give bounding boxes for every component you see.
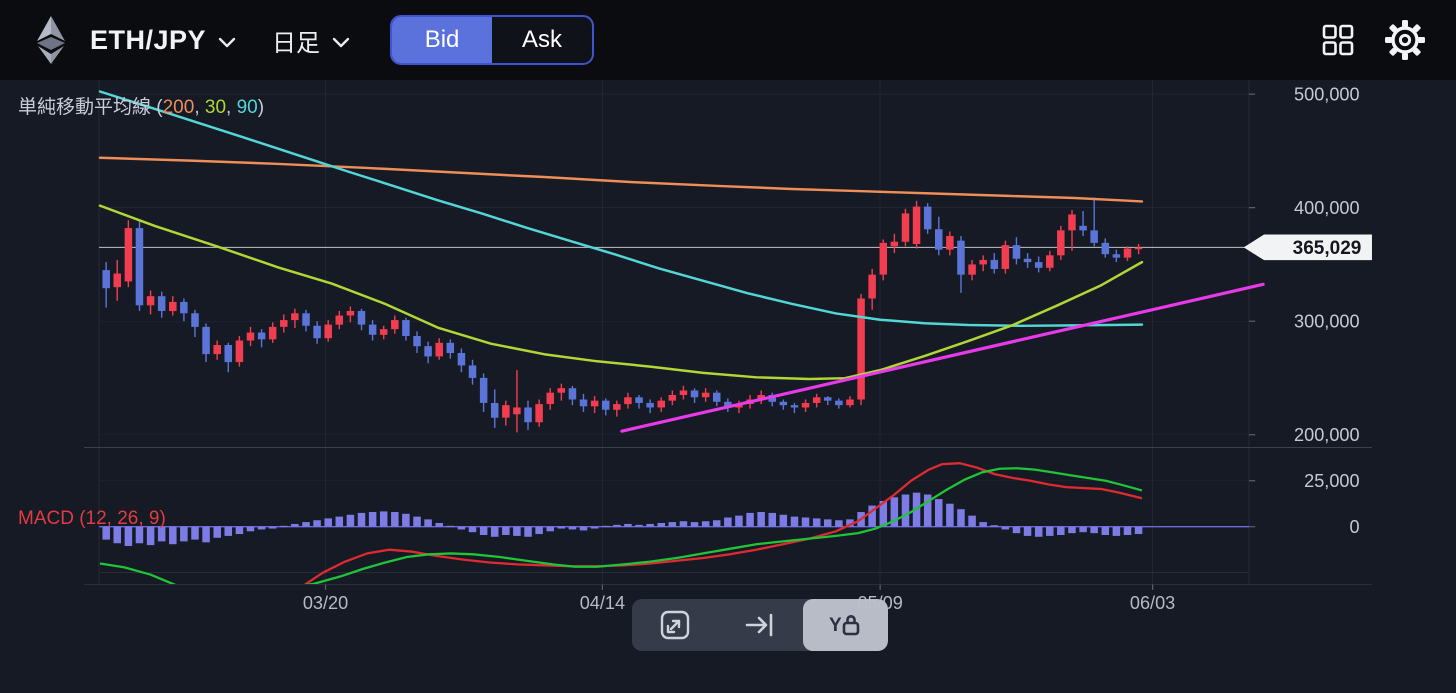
chevron-down-icon: [218, 37, 236, 47]
timeframe-selector[interactable]: 日足: [272, 23, 350, 58]
candles: [102, 197, 1143, 433]
chevron-down-icon: [332, 37, 350, 47]
fit-content-icon: [660, 610, 689, 640]
svg-text:500,000: 500,000: [1294, 84, 1360, 104]
macd-pane: [99, 462, 1250, 585]
go-to-latest-icon: [745, 613, 773, 637]
svg-text:200,000: 200,000: [1294, 425, 1360, 445]
svg-text:400,000: 400,000: [1294, 198, 1360, 218]
fit-content-button[interactable]: [632, 599, 717, 651]
chart-canvas[interactable]: 500,000 400,000 300,000 200,000 25,000 0 03/20…: [0, 80, 1456, 693]
bid-button[interactable]: Bid: [392, 17, 493, 63]
y-axis-lock-button[interactable]: Y: [802, 599, 888, 651]
moving-averages: [98, 90, 1265, 433]
settings-button[interactable]: [1384, 19, 1426, 61]
svg-text:300,000: 300,000: [1294, 311, 1360, 331]
settings-gear-icon: [1385, 20, 1425, 60]
y-axis-lock-icon: Y: [829, 615, 860, 636]
svg-text:04/14: 04/14: [580, 593, 625, 613]
svg-text:Y: Y: [829, 615, 842, 636]
pair-label: ETH/JPY: [90, 24, 207, 55]
svg-text:06/03: 06/03: [1130, 593, 1175, 613]
top-bar: ETH/JPY 日足 Bid Ask: [0, 0, 1456, 80]
layout-grid-icon: [1322, 24, 1354, 56]
price-axis: 500,000 400,000 300,000 200,000 25,000 0: [1249, 84, 1360, 537]
svg-text:0: 0: [1349, 517, 1359, 537]
chart-area: 500,000 400,000 300,000 200,000 25,000 0 03/20…: [0, 80, 1456, 693]
chart-mini-toolbar: Y: [632, 599, 888, 651]
pair-selector[interactable]: ETH/JPY: [90, 25, 236, 56]
ask-button[interactable]: Ask: [522, 26, 563, 53]
svg-text:03/20: 03/20: [303, 593, 348, 613]
ethereum-logo-icon: [37, 16, 65, 64]
svg-text:25,000: 25,000: [1304, 471, 1359, 491]
svg-text:365,029: 365,029: [1293, 238, 1362, 259]
timeframe-label: 日足: [272, 29, 321, 57]
bid-ask-toggle: Bid Ask: [390, 15, 595, 65]
layout-grid-button[interactable]: [1322, 24, 1354, 56]
price-tag: 365,029: [1243, 234, 1372, 261]
go-to-latest-button[interactable]: [717, 599, 802, 651]
drawn-trendline: [620, 282, 1265, 433]
